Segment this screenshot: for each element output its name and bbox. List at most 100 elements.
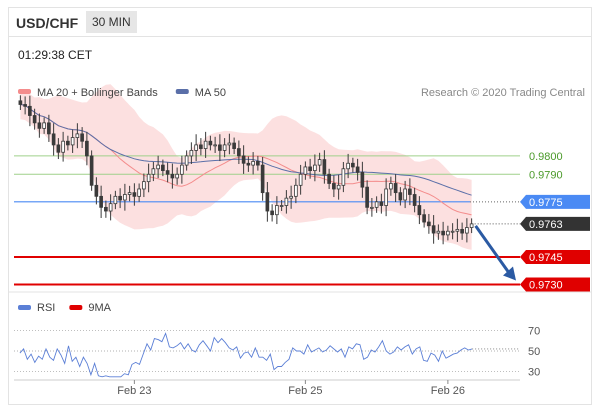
candle-body bbox=[260, 164, 265, 194]
time-label: 01:29:38 CET bbox=[18, 48, 93, 62]
candle-body bbox=[455, 228, 460, 232]
candle-body bbox=[251, 161, 255, 166]
candle-body bbox=[89, 155, 94, 186]
candle-body bbox=[284, 197, 289, 206]
candle-body bbox=[389, 183, 393, 190]
candle-body bbox=[303, 166, 308, 175]
candle-body bbox=[341, 168, 346, 186]
legend-label: MA 50 bbox=[195, 87, 226, 99]
support-price-tag bbox=[520, 277, 590, 292]
candle-body bbox=[180, 164, 184, 175]
candle-body bbox=[108, 203, 113, 212]
support-label: 0.9730 bbox=[529, 279, 563, 291]
credit-label: Research © 2020 Trading Central bbox=[421, 87, 585, 99]
candle-body bbox=[427, 221, 431, 227]
candle-body bbox=[398, 192, 403, 201]
candle-body bbox=[265, 192, 270, 212]
candle-body bbox=[294, 184, 298, 197]
candle-body bbox=[327, 173, 331, 184]
candle-body bbox=[227, 142, 232, 146]
candle-body bbox=[189, 150, 194, 157]
candle-body bbox=[56, 144, 61, 153]
support-label: 0.9745 bbox=[529, 252, 563, 264]
price-levels bbox=[14, 155, 520, 286]
candle-body bbox=[460, 228, 464, 234]
candle-body bbox=[165, 170, 170, 175]
candle-body bbox=[137, 188, 141, 197]
rsi-legend-label: 9MA bbox=[88, 302, 111, 314]
candle-body bbox=[175, 173, 179, 179]
rsi-tick-label: 30 bbox=[528, 367, 540, 379]
candle-body bbox=[417, 205, 422, 216]
rsi-legend-swatch bbox=[69, 305, 83, 310]
candle-body bbox=[151, 168, 156, 175]
candle-body bbox=[146, 173, 151, 183]
legend-label: MA 20 + Bollinger Bands bbox=[37, 87, 158, 99]
candle-body bbox=[351, 162, 355, 168]
rsi-legend-swatch bbox=[18, 305, 31, 310]
projection-arrow-head bbox=[503, 266, 516, 281]
candle-body bbox=[384, 188, 388, 206]
candle-body bbox=[450, 230, 455, 233]
candle-body bbox=[241, 155, 246, 164]
rsi-tick-label: 50 bbox=[528, 346, 540, 358]
price-legend: MA 20 + Bollinger Bands MA 50 Research © 2… bbox=[8, 87, 592, 293]
candle-body bbox=[374, 201, 379, 208]
candle-body bbox=[23, 104, 27, 107]
candle-body bbox=[213, 144, 217, 147]
candle-body bbox=[346, 162, 350, 170]
candle-body bbox=[446, 230, 450, 236]
candle-body bbox=[208, 140, 213, 146]
candle-body bbox=[203, 140, 208, 149]
candle-body bbox=[408, 188, 412, 195]
candle-body bbox=[279, 205, 284, 207]
rsi-tick-label: 70 bbox=[528, 325, 540, 337]
candle-body bbox=[431, 225, 436, 234]
candle-body bbox=[70, 137, 75, 146]
candle-body bbox=[298, 173, 303, 186]
candle-body bbox=[365, 186, 369, 208]
timeframe-badge[interactable]: 30 MIN bbox=[86, 11, 137, 33]
candle-body bbox=[270, 210, 274, 216]
candle-body bbox=[322, 159, 327, 175]
candle-body bbox=[313, 164, 317, 172]
candle-body bbox=[379, 201, 384, 206]
candle-body bbox=[218, 144, 222, 151]
bollinger-band bbox=[20, 84, 472, 250]
candle-body bbox=[308, 166, 312, 172]
candle-body bbox=[317, 159, 322, 166]
candle-body bbox=[37, 122, 42, 129]
candle-body bbox=[246, 162, 251, 166]
projection-arrow-shaft bbox=[474, 225, 510, 273]
candle-body bbox=[194, 144, 198, 151]
resistance-label: 0.9800 bbox=[529, 151, 563, 163]
candle-body bbox=[104, 206, 108, 212]
candle-body bbox=[232, 142, 236, 149]
candle-body bbox=[441, 230, 445, 236]
candle-body bbox=[113, 195, 118, 205]
current-price-label: 0.9763 bbox=[529, 219, 563, 231]
candle-body bbox=[127, 192, 132, 195]
candle-body bbox=[80, 133, 84, 142]
candle-body bbox=[161, 164, 165, 172]
candle-body bbox=[66, 140, 70, 146]
candle-body bbox=[32, 115, 37, 124]
candle-body bbox=[94, 184, 99, 197]
candle-body bbox=[222, 144, 227, 151]
candle-body bbox=[156, 164, 160, 170]
legend-swatch bbox=[18, 89, 31, 94]
candle-body bbox=[28, 105, 32, 116]
pivot-label: 0.9775 bbox=[529, 197, 563, 209]
candle-body bbox=[47, 122, 51, 135]
candle-body bbox=[360, 172, 365, 188]
candle-body bbox=[336, 184, 341, 190]
current-price-tag bbox=[520, 216, 590, 231]
rsi-legend-label: RSI bbox=[37, 302, 55, 314]
candle-body bbox=[289, 195, 293, 199]
level-labels: 0.9800 0.9790 0.9775 0.9745 0.9730 0.9763 bbox=[520, 151, 590, 292]
candle-body bbox=[393, 183, 398, 194]
candle-body bbox=[18, 100, 23, 105]
rsi-line bbox=[19, 332, 473, 378]
